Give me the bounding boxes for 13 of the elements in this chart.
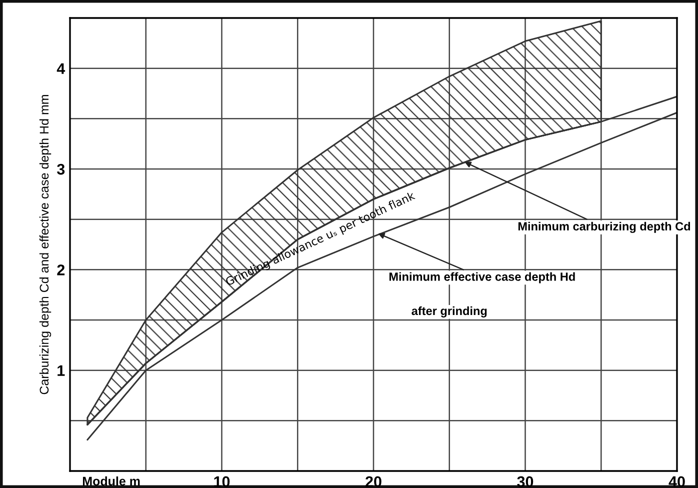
x-tick-label: 20 (366, 476, 382, 488)
annotation: after grinding (412, 306, 487, 318)
x-tick-label: 40 (668, 476, 685, 488)
y-axis-title: Carburizing depth Cd and effective case depth Hd mm (39, 94, 52, 394)
y-tick-label: 3 (56, 164, 65, 175)
y-tick-label: 2 (57, 264, 65, 276)
y-tick-label: 4 (56, 63, 66, 74)
annotation: Minimum effective case depth Hd (389, 272, 575, 284)
y-tick-label: 1 (58, 365, 65, 376)
x-tick-label: 10 (214, 476, 230, 488)
x-tick-label: 30 (517, 476, 534, 488)
annotation: Minimum carburizing depth Cd (518, 222, 690, 233)
x-axis-title: Module m (82, 476, 140, 486)
